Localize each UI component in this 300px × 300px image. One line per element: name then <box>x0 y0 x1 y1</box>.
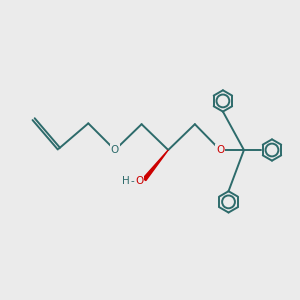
Text: O: O <box>216 145 224 155</box>
Text: H: H <box>122 176 130 186</box>
Text: -: - <box>131 176 134 186</box>
Text: O: O <box>135 176 143 186</box>
Text: O: O <box>111 145 119 155</box>
Polygon shape <box>143 150 168 181</box>
